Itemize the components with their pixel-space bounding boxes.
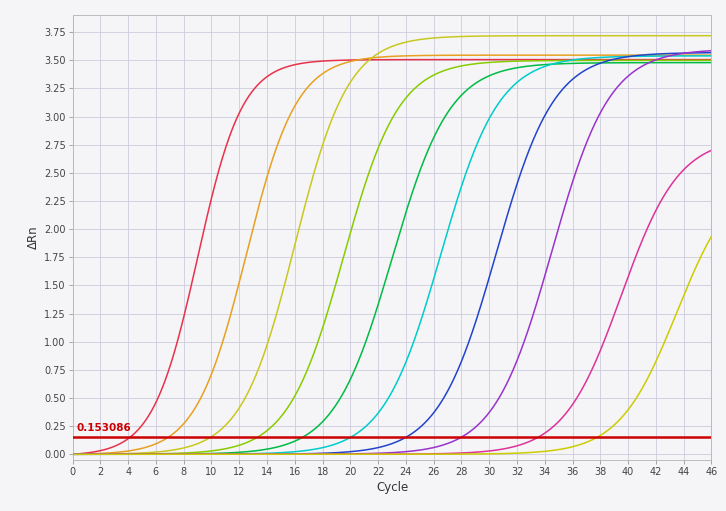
Y-axis label: ΔRn: ΔRn — [27, 226, 40, 249]
Text: 0.153086: 0.153086 — [77, 423, 131, 433]
X-axis label: Cycle: Cycle — [376, 481, 408, 494]
